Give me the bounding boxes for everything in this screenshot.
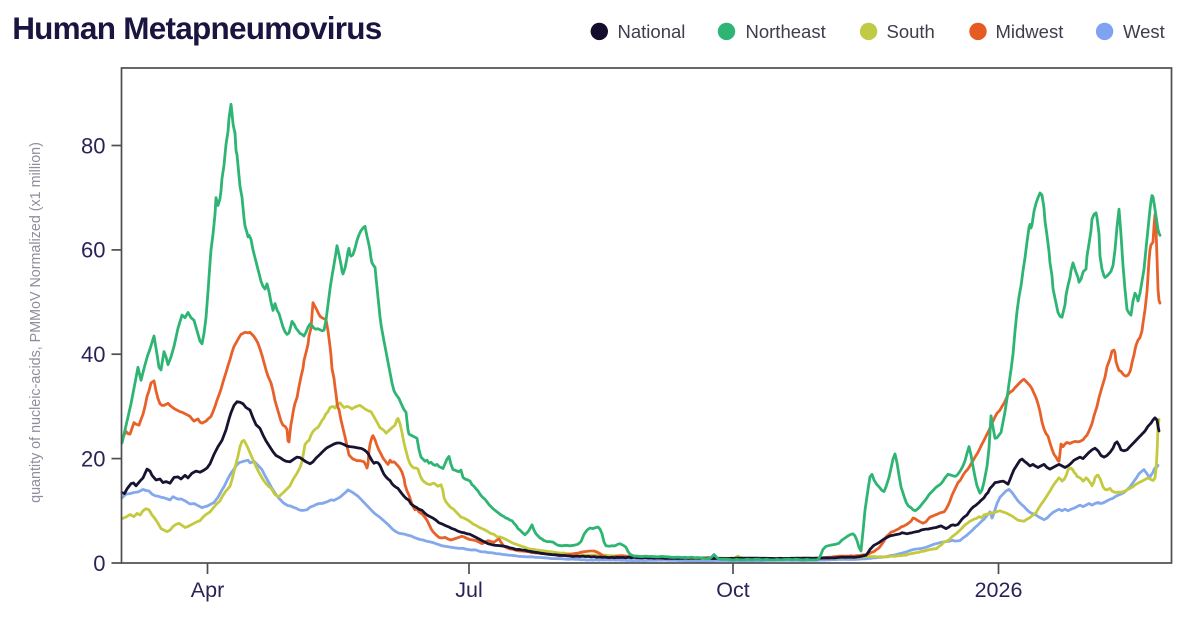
svg-text:60: 60	[81, 238, 105, 263]
svg-text:National: National	[618, 21, 686, 42]
svg-text:Northeast: Northeast	[746, 21, 826, 42]
svg-text:Jul: Jul	[455, 578, 482, 602]
svg-text:Human Metapneumovirus: Human Metapneumovirus	[12, 10, 382, 46]
svg-text:West: West	[1123, 21, 1165, 42]
svg-text:80: 80	[81, 133, 105, 158]
svg-text:quantity of nucleic-acids, PMM: quantity of nucleic-acids, PMMoV Normali…	[28, 142, 44, 503]
svg-text:0: 0	[93, 551, 105, 576]
svg-text:South: South	[887, 21, 935, 42]
svg-text:2026: 2026	[975, 578, 1023, 602]
svg-text:Midwest: Midwest	[996, 21, 1064, 42]
svg-text:20: 20	[81, 446, 105, 471]
svg-text:Apr: Apr	[191, 578, 224, 602]
svg-text:Oct: Oct	[716, 578, 749, 602]
svg-text:40: 40	[81, 342, 105, 367]
